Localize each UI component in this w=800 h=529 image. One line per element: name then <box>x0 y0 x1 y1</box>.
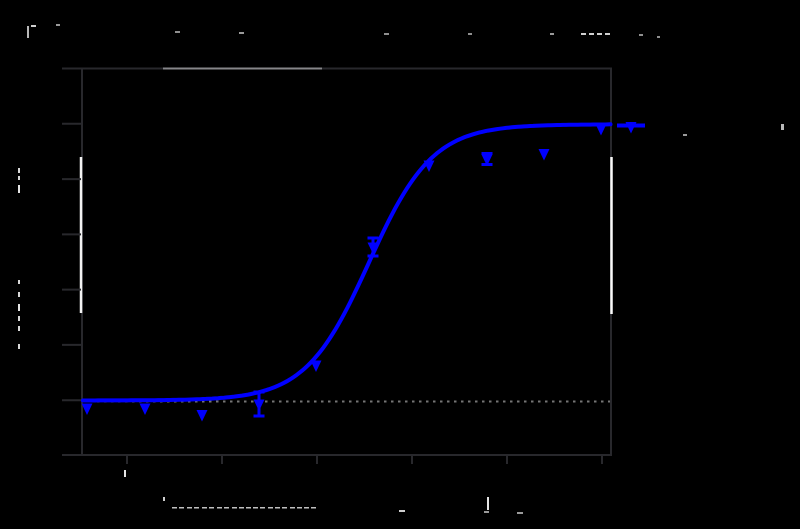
text-antialias-fragment <box>18 168 20 173</box>
text-antialias-fragment <box>18 185 20 193</box>
text-antialias-fragment <box>31 25 36 27</box>
text-antialias-fragment <box>18 344 20 349</box>
xlabel-fragment-dash <box>304 507 309 509</box>
xlabel-fragment-dash <box>187 507 192 509</box>
text-antialias-fragment <box>239 32 244 34</box>
data-point-marker <box>423 160 435 172</box>
text-antialias-fragment <box>18 304 20 311</box>
text-antialias-fragment <box>18 326 20 331</box>
text-antialias-fragment <box>18 292 20 297</box>
legend-marker <box>625 122 637 134</box>
xlabel-fragment-dash <box>202 507 207 509</box>
data-point-marker <box>481 154 493 166</box>
text-antialias-fragment <box>175 31 180 33</box>
xlabel-fragment-dash <box>232 507 237 509</box>
text-antialias-fragment <box>18 316 20 321</box>
xlabel-fragment-dash <box>217 507 222 509</box>
text-antialias-fragment <box>581 33 586 35</box>
text-antialias-fragment <box>605 33 610 35</box>
data-point-marker <box>310 360 322 372</box>
text-antialias-fragment <box>124 470 126 477</box>
text-antialias-fragment <box>468 33 472 35</box>
xlabel-fragment-dash <box>290 507 295 509</box>
xlabel-fragment-dash <box>224 507 229 509</box>
text-antialias-fragment <box>487 497 489 510</box>
xlabel-fragment-dash <box>209 507 214 509</box>
text-antialias-fragment <box>18 176 20 180</box>
text-antialias-fragment <box>597 33 602 35</box>
data-point-marker <box>139 403 151 415</box>
data-point-marker <box>196 410 208 422</box>
xlabel-fragment-dash <box>194 507 199 509</box>
text-antialias-fragment <box>27 26 29 38</box>
text-antialias-fragment <box>56 24 60 26</box>
xlabel-fragment-dash <box>179 507 184 509</box>
data-point-marker <box>81 403 93 415</box>
xlabel-fragment-dash <box>311 507 316 509</box>
text-antialias-fragment <box>399 510 405 512</box>
xlabel-fragment-dash <box>275 507 280 509</box>
text-antialias-fragment <box>657 36 660 38</box>
text-antialias-fragment <box>550 33 554 35</box>
text-antialias-fragment <box>18 280 20 284</box>
xlabel-fragment-dash <box>297 507 302 509</box>
text-antialias-fragment <box>589 33 594 35</box>
data-point-marker <box>367 242 379 254</box>
data-point-marker <box>538 149 550 161</box>
xlabel-fragment-dash <box>246 507 251 509</box>
text-antialias-fragment <box>683 134 687 136</box>
text-antialias-fragment <box>384 33 389 35</box>
text-antialias-fragment <box>163 497 165 501</box>
text-antialias-fragment <box>639 34 643 36</box>
xlabel-fragment-dash <box>172 507 177 509</box>
xlabel-fragment-dash <box>282 507 287 509</box>
xlabel-fragment-dash <box>260 507 265 509</box>
text-antialias-fragment <box>781 124 784 130</box>
text-antialias-fragment <box>517 512 523 514</box>
sigmoid-fit-curve <box>81 122 613 403</box>
xlabel-fragment-dash <box>239 507 244 509</box>
xlabel-fragment-dash <box>268 507 273 509</box>
data-point-marker <box>253 399 265 411</box>
data-point-marker <box>595 124 607 136</box>
xlabel-fragment-dash <box>253 507 258 509</box>
text-antialias-fragment <box>484 511 489 513</box>
